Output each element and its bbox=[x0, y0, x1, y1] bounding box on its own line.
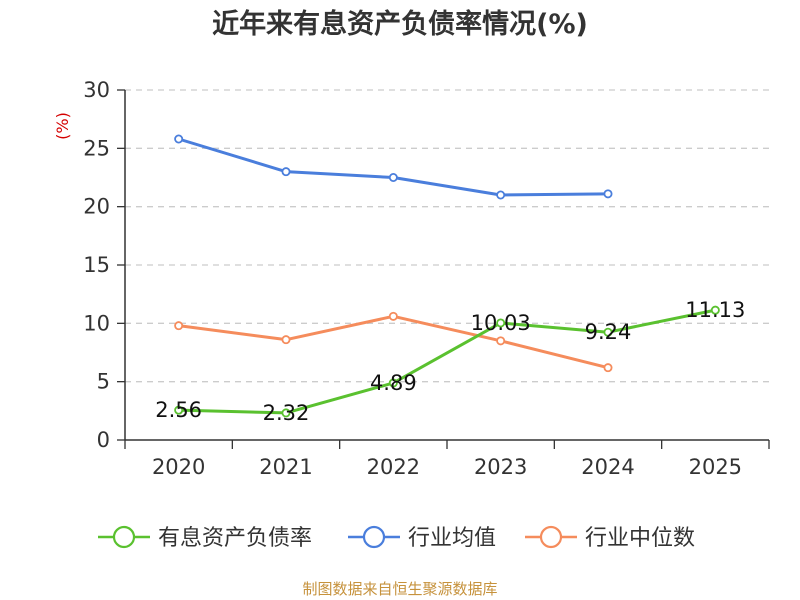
legend-swatch-marker bbox=[112, 525, 136, 549]
series-line bbox=[178, 314, 609, 370]
data-point bbox=[603, 189, 613, 199]
data-point bbox=[603, 327, 613, 337]
legend-label: 行业中位数 bbox=[585, 526, 695, 551]
y-tick-label: 20 bbox=[83, 195, 110, 219]
x-tick-label: 2025 bbox=[689, 455, 742, 479]
y-tick-label: 10 bbox=[83, 311, 110, 335]
data-point bbox=[496, 318, 506, 328]
data-point bbox=[603, 363, 613, 373]
data-point bbox=[174, 321, 184, 331]
series-line bbox=[178, 308, 716, 415]
data-label: 2.56 bbox=[155, 398, 202, 422]
data-point bbox=[388, 378, 398, 388]
data-point bbox=[496, 190, 506, 200]
data-point bbox=[281, 167, 291, 177]
y-tick-label: 25 bbox=[83, 136, 110, 160]
data-point bbox=[388, 311, 398, 321]
y-tick-label: 5 bbox=[97, 370, 110, 394]
y-tick-label: 15 bbox=[83, 253, 110, 277]
x-tick-label: 2020 bbox=[152, 455, 205, 479]
legend-swatch-marker bbox=[362, 525, 386, 549]
y-tick-label: 0 bbox=[97, 428, 110, 452]
data-point bbox=[174, 405, 184, 415]
x-tick-label: 2022 bbox=[367, 455, 420, 479]
data-point bbox=[281, 408, 291, 418]
source-note: 制图数据来自恒生聚源数据库 bbox=[302, 580, 498, 598]
x-tick-label: 2024 bbox=[581, 455, 634, 479]
legend-swatch-marker bbox=[539, 525, 563, 549]
legend-label: 行业均值 bbox=[408, 526, 496, 551]
y-tick-label: 30 bbox=[83, 78, 110, 102]
data-label: 11.13 bbox=[685, 298, 745, 322]
legend-label: 有息资产负债率 bbox=[158, 526, 312, 551]
data-label: 9.24 bbox=[585, 320, 632, 344]
series-line bbox=[178, 137, 609, 197]
data-point bbox=[174, 134, 184, 144]
data-label: 4.89 bbox=[370, 371, 417, 395]
data-label: 2.32 bbox=[263, 401, 310, 425]
data-label: 10.03 bbox=[471, 311, 531, 335]
data-point bbox=[710, 305, 720, 315]
data-point bbox=[496, 336, 506, 346]
x-tick-label: 2023 bbox=[474, 455, 527, 479]
x-tick-label: 2021 bbox=[259, 455, 312, 479]
y-axis-unit-label: (%) bbox=[53, 112, 72, 140]
chart-title: 近年来有息资产负债率情况(%) bbox=[212, 9, 588, 40]
data-point bbox=[388, 172, 398, 182]
data-point bbox=[281, 335, 291, 345]
